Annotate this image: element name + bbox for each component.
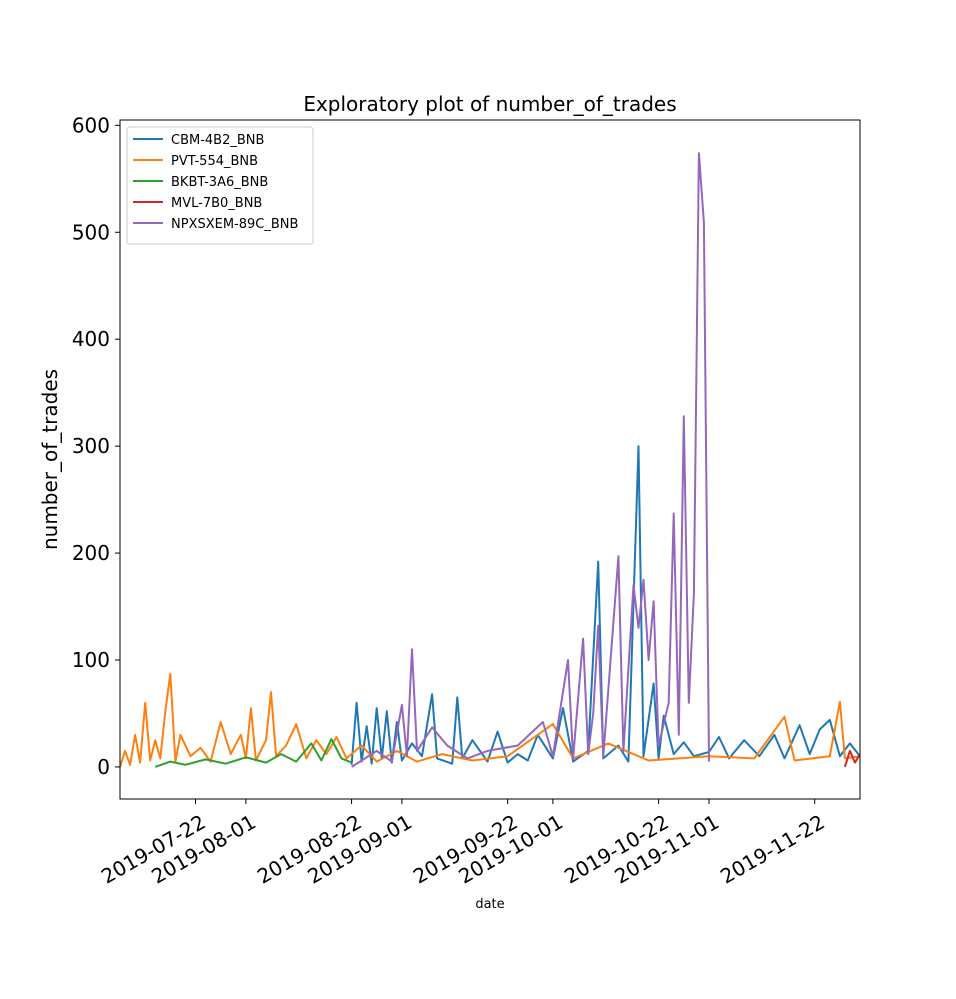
legend: CBM-4B2_BNB PVT-554_BNB BKBT-3A6_BNB MVL-7B… xyxy=(126,126,314,245)
x-tick-label: 2019-11-22 xyxy=(716,810,829,889)
chart-title: Exploratory plot of number_of_trades xyxy=(303,92,676,116)
series-line-2 xyxy=(154,738,352,768)
y-tick-label: 300 xyxy=(72,434,110,458)
series-line-3 xyxy=(843,749,860,768)
legend-label: PVT-554_BNB xyxy=(171,154,258,169)
series-line-1 xyxy=(120,672,860,768)
series-line-4 xyxy=(351,152,710,768)
plot-frame xyxy=(119,119,861,800)
y-tick-label: 600 xyxy=(72,113,110,137)
x-axis: 2019-07-222019-08-012019-08-222019-09-01… xyxy=(97,799,829,889)
y-tick-label: 200 xyxy=(72,541,110,565)
y-tick-label: 400 xyxy=(72,327,110,351)
series-line-0 xyxy=(350,445,860,765)
legend-label: CBM-4B2_BNB xyxy=(171,133,264,148)
y-tick-label: 0 xyxy=(97,755,110,779)
series-layer xyxy=(120,152,860,768)
legend-label: BKBT-3A6_BNB xyxy=(171,175,268,190)
y-tick-label: 100 xyxy=(72,648,110,672)
y-tick-label: 500 xyxy=(72,220,110,244)
y-axis-label: number_of_trades xyxy=(38,369,62,550)
legend-label: NPXSXEM-89C_BNB xyxy=(171,217,298,232)
x-axis-label: date xyxy=(475,897,504,912)
y-axis: 0 100 200 300 400 500 600 xyxy=(72,113,120,779)
legend-label: MVL-7B0_BNB xyxy=(171,196,262,211)
legend-box xyxy=(126,126,314,245)
